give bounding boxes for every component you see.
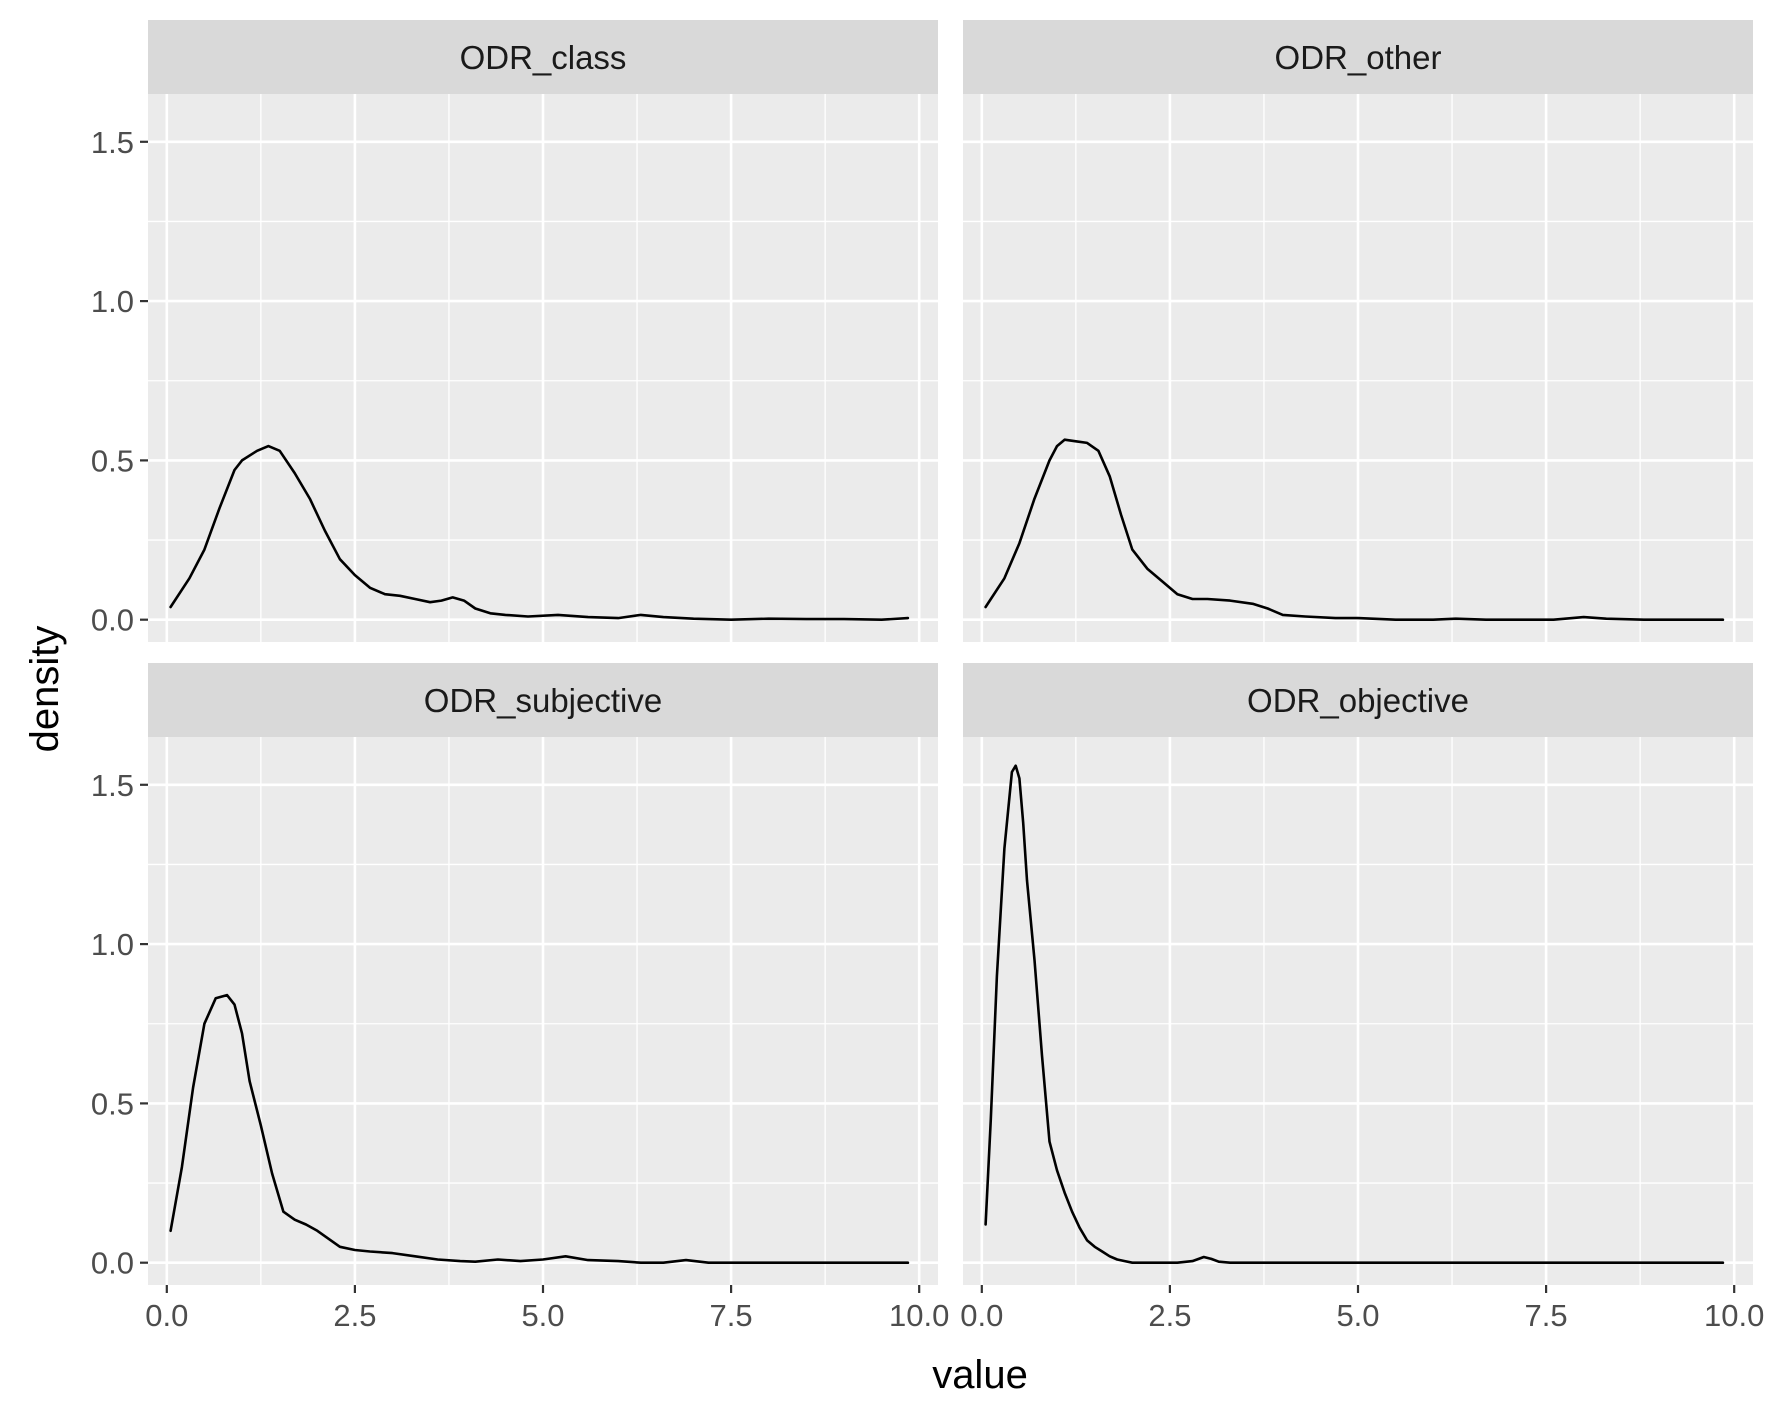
y-tick-label: 1.0 xyxy=(91,284,134,319)
y-tick-label: 0.5 xyxy=(91,443,134,478)
facet-strip xyxy=(148,20,938,94)
x-tick-label: 0.0 xyxy=(145,1298,188,1333)
x-axis-title: value xyxy=(932,1353,1028,1397)
density-line xyxy=(984,438,1725,622)
facet-strip xyxy=(963,663,1753,737)
facet-panel-4: ODR_objective 0.0 2.5 5.0 7.5 10.0 xyxy=(960,663,1764,1333)
facet-panel-1: ODR_class 0.0 0.5 1.0 1.5 xyxy=(91,20,938,642)
x-tick-label: 10.0 xyxy=(1704,1298,1764,1333)
x-tick-label: 2.5 xyxy=(1148,1298,1191,1333)
y-axis-title: density xyxy=(23,626,67,753)
density-line xyxy=(169,444,910,622)
x-tick-label: 2.5 xyxy=(333,1298,376,1333)
facet-panel-3: ODR_subjective 0.0 0.5 1.0 1.5 0.0 2.5 5.0 7.5 10… xyxy=(91,663,949,1333)
density-line xyxy=(169,993,910,1264)
facet-strip-label: ODR_objective xyxy=(1247,682,1469,719)
x-tick-label: 7.5 xyxy=(710,1298,753,1333)
facet-strip xyxy=(963,20,1753,94)
facet-panel-2: ODR_other xyxy=(963,20,1753,642)
y-tick-label: 0.0 xyxy=(91,1246,134,1281)
y-tick-label: 1.5 xyxy=(91,768,134,803)
facet-strip xyxy=(148,663,938,737)
x-tick-label: 0.0 xyxy=(960,1298,1003,1333)
facet-strip-label: ODR_class xyxy=(460,39,627,76)
y-tick-label: 1.0 xyxy=(91,927,134,962)
x-tick-label: 5.0 xyxy=(521,1298,564,1333)
facet-panels: ODR_class 0.0 0.5 1.0 1.5 ODR_other ODR_subjec… xyxy=(91,20,1764,1333)
facet-strip-label: ODR_other xyxy=(1275,39,1442,76)
x-tick-label: 10.0 xyxy=(889,1298,949,1333)
density-line xyxy=(984,764,1725,1264)
x-tick-label: 5.0 xyxy=(1336,1298,1379,1333)
y-tick-label: 0.5 xyxy=(91,1086,134,1121)
y-tick-label: 0.0 xyxy=(91,603,134,638)
y-tick-label: 1.5 xyxy=(91,125,134,160)
facet-strip-label: ODR_subjective xyxy=(424,682,662,719)
x-tick-label: 7.5 xyxy=(1525,1298,1568,1333)
